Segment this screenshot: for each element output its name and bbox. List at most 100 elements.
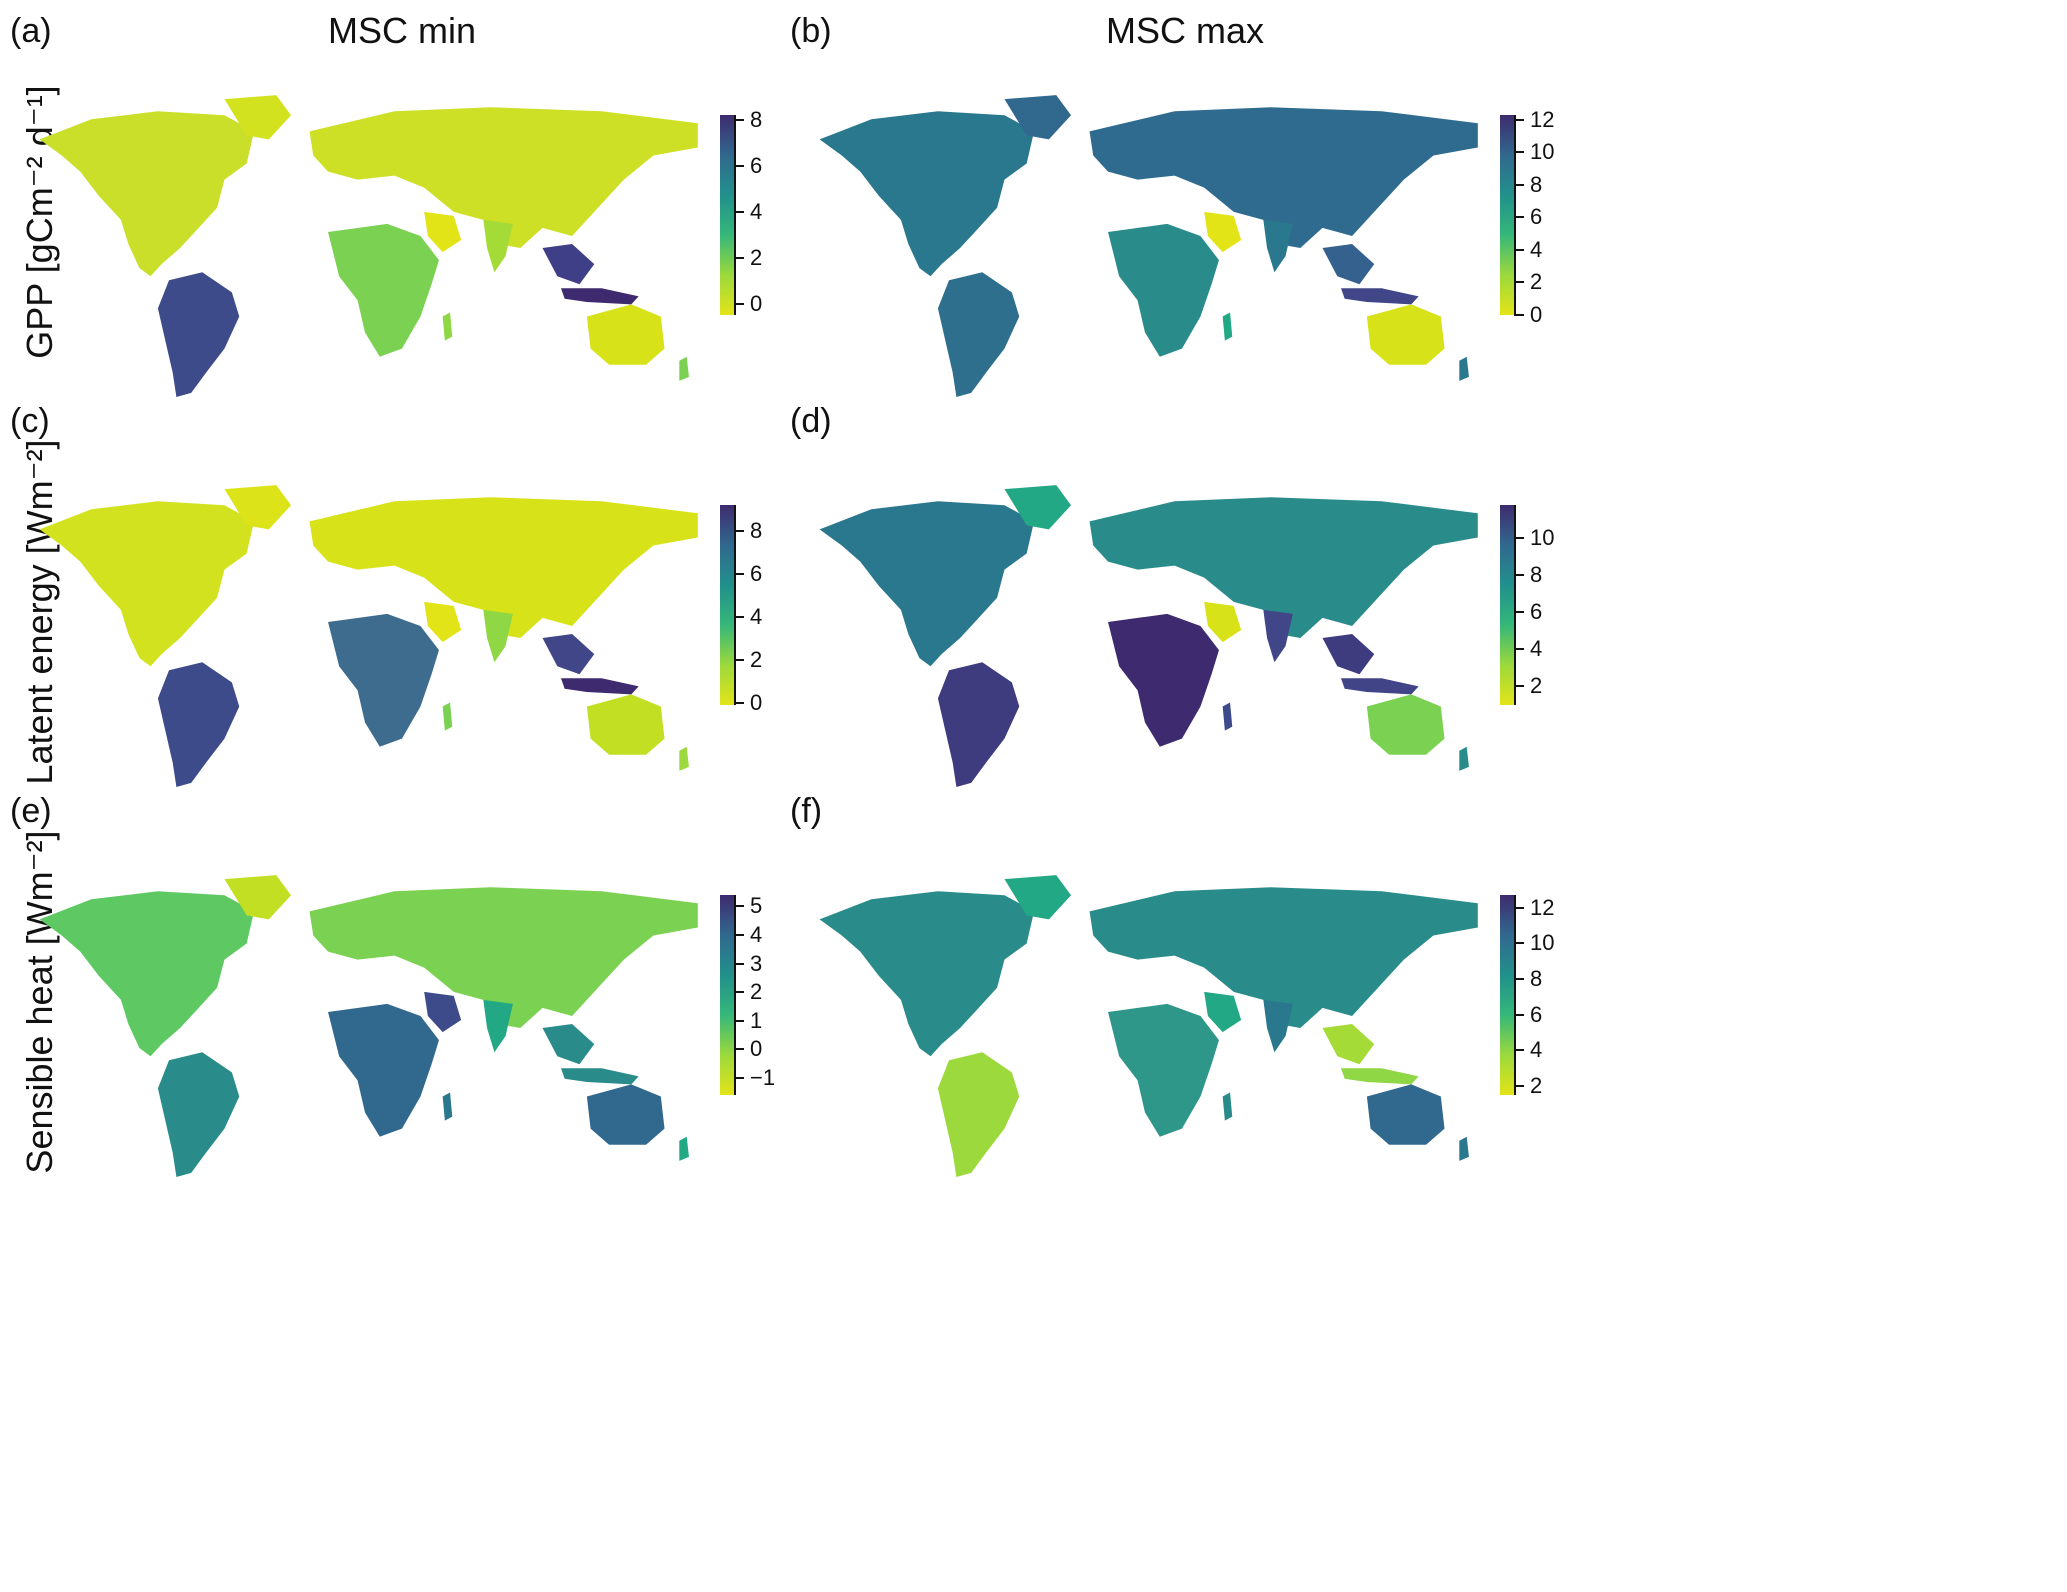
region-europeAsia (309, 887, 698, 1029)
region-africa (328, 613, 439, 747)
colorbar-tick (734, 118, 744, 121)
region-greenland (1004, 485, 1072, 530)
colorbar-tick-label: 8 (750, 106, 763, 132)
colorbar-c (720, 505, 734, 705)
region-india (483, 219, 513, 273)
colorbar-tick (1514, 216, 1524, 219)
colorbar-tick-label: −1 (750, 1064, 776, 1090)
colorbar-tick-label: 8 (750, 517, 763, 543)
colorbar-tick (734, 934, 744, 936)
colorbar-tick (1514, 281, 1524, 284)
colorbar-tick (1514, 685, 1524, 688)
panel-tag-c: (c) (10, 402, 50, 440)
region-europeAsia (309, 497, 698, 639)
colorbar-tick-label: 5 (750, 893, 763, 919)
colorbar-d (1500, 505, 1514, 705)
column-title-1: MSC min (327, 10, 477, 51)
colorbar-tick-label: 4 (1530, 636, 1543, 662)
colorbar-tick (1514, 151, 1524, 154)
region-southAmerica (157, 272, 240, 397)
colorbar-axis (1514, 505, 1516, 705)
colorbar-tick-label: 0 (750, 1036, 763, 1062)
region-northAmerica (39, 111, 255, 277)
region-europeAsia (1089, 107, 1478, 249)
map-panel-a (10, 75, 720, 405)
region-southAmerica (157, 1052, 240, 1177)
region-newZealand (1459, 356, 1469, 381)
region-india (1263, 999, 1293, 1053)
region-australia (1366, 1084, 1445, 1145)
colorbar-tick-label: 2 (750, 646, 763, 672)
colorbar-tick (1514, 1013, 1524, 1016)
map-panel-b (790, 75, 1500, 405)
colorbar-b (1500, 115, 1514, 315)
colorbar-tick (734, 529, 744, 532)
region-australia (1366, 694, 1445, 755)
colorbar-tick (1514, 314, 1524, 316)
colorbar-tick (734, 210, 744, 213)
region-greenland (1004, 875, 1072, 920)
colorbar-tick (734, 658, 744, 661)
region-australia (586, 1084, 665, 1145)
panel-tag-b: (b) (790, 12, 832, 50)
colorbar-tick-label: 12 (1530, 106, 1555, 132)
colorbar-axis (1514, 115, 1516, 315)
colorbar-tick (1514, 574, 1524, 577)
colorbar-tick-label: 8 (1530, 965, 1543, 991)
colorbar-tick (734, 905, 744, 908)
colorbar-a (720, 115, 734, 315)
region-greenland (224, 95, 292, 140)
region-india (483, 999, 513, 1053)
region-southAmerica (157, 662, 240, 787)
region-indonesia (560, 678, 639, 695)
colorbar-tick-label: 0 (750, 290, 763, 316)
region-australia (586, 694, 665, 755)
region-newZealand (679, 1136, 689, 1161)
colorbar-tick (734, 1019, 744, 1022)
region-madagascar (442, 702, 453, 731)
panel-tag-f: (f) (790, 792, 823, 830)
region-southAmerica (937, 662, 1020, 787)
colorbar-tick-label: 10 (1530, 525, 1555, 551)
colorbar-tick-label: 12 (1530, 894, 1555, 920)
colorbar-tick (734, 962, 744, 965)
region-madagascar (1222, 312, 1233, 341)
map-panel-e (10, 855, 720, 1185)
colorbar-tick (1514, 537, 1524, 540)
colorbar-tick-label: 2 (750, 979, 763, 1005)
colorbar-tick (734, 164, 744, 167)
colorbar-axis (1514, 895, 1516, 1095)
region-greenland (224, 875, 292, 920)
colorbar-tick (734, 572, 744, 575)
colorbar-axis (734, 895, 736, 1095)
region-indonesia (560, 1068, 639, 1085)
colorbar-tick-label: 4 (750, 603, 763, 629)
region-europeAsia (1089, 887, 1478, 1029)
colorbar-tick (1514, 1049, 1524, 1052)
region-indonesia (1340, 288, 1419, 305)
region-arabia (1204, 991, 1242, 1033)
region-africa (328, 1003, 439, 1137)
region-india (483, 609, 513, 663)
colorbar-tick-label: 3 (750, 950, 763, 976)
colorbar-tick-label: 2 (750, 244, 763, 270)
colorbar-tick-label: 0 (750, 689, 763, 715)
region-africa (1108, 223, 1219, 357)
colorbar-axis (734, 115, 736, 315)
colorbar-tick (734, 701, 744, 704)
region-southAmerica (937, 272, 1020, 397)
colorbar-tick (734, 302, 744, 305)
colorbar-tick-label: 0 (1530, 302, 1543, 327)
region-europeAsia (309, 107, 698, 249)
colorbar-tick-label: 6 (1530, 599, 1543, 625)
map-panel-d (790, 465, 1500, 795)
region-madagascar (1222, 1092, 1233, 1121)
colorbar-e (720, 895, 734, 1095)
column-title-2: MSC max (1105, 10, 1265, 51)
region-indonesia (1340, 1068, 1419, 1085)
region-southAmerica (937, 1052, 1020, 1177)
colorbar-tick-label: 1 (750, 1007, 763, 1033)
region-seAsia (542, 244, 595, 285)
panel-tag-a: (a) (10, 12, 52, 50)
